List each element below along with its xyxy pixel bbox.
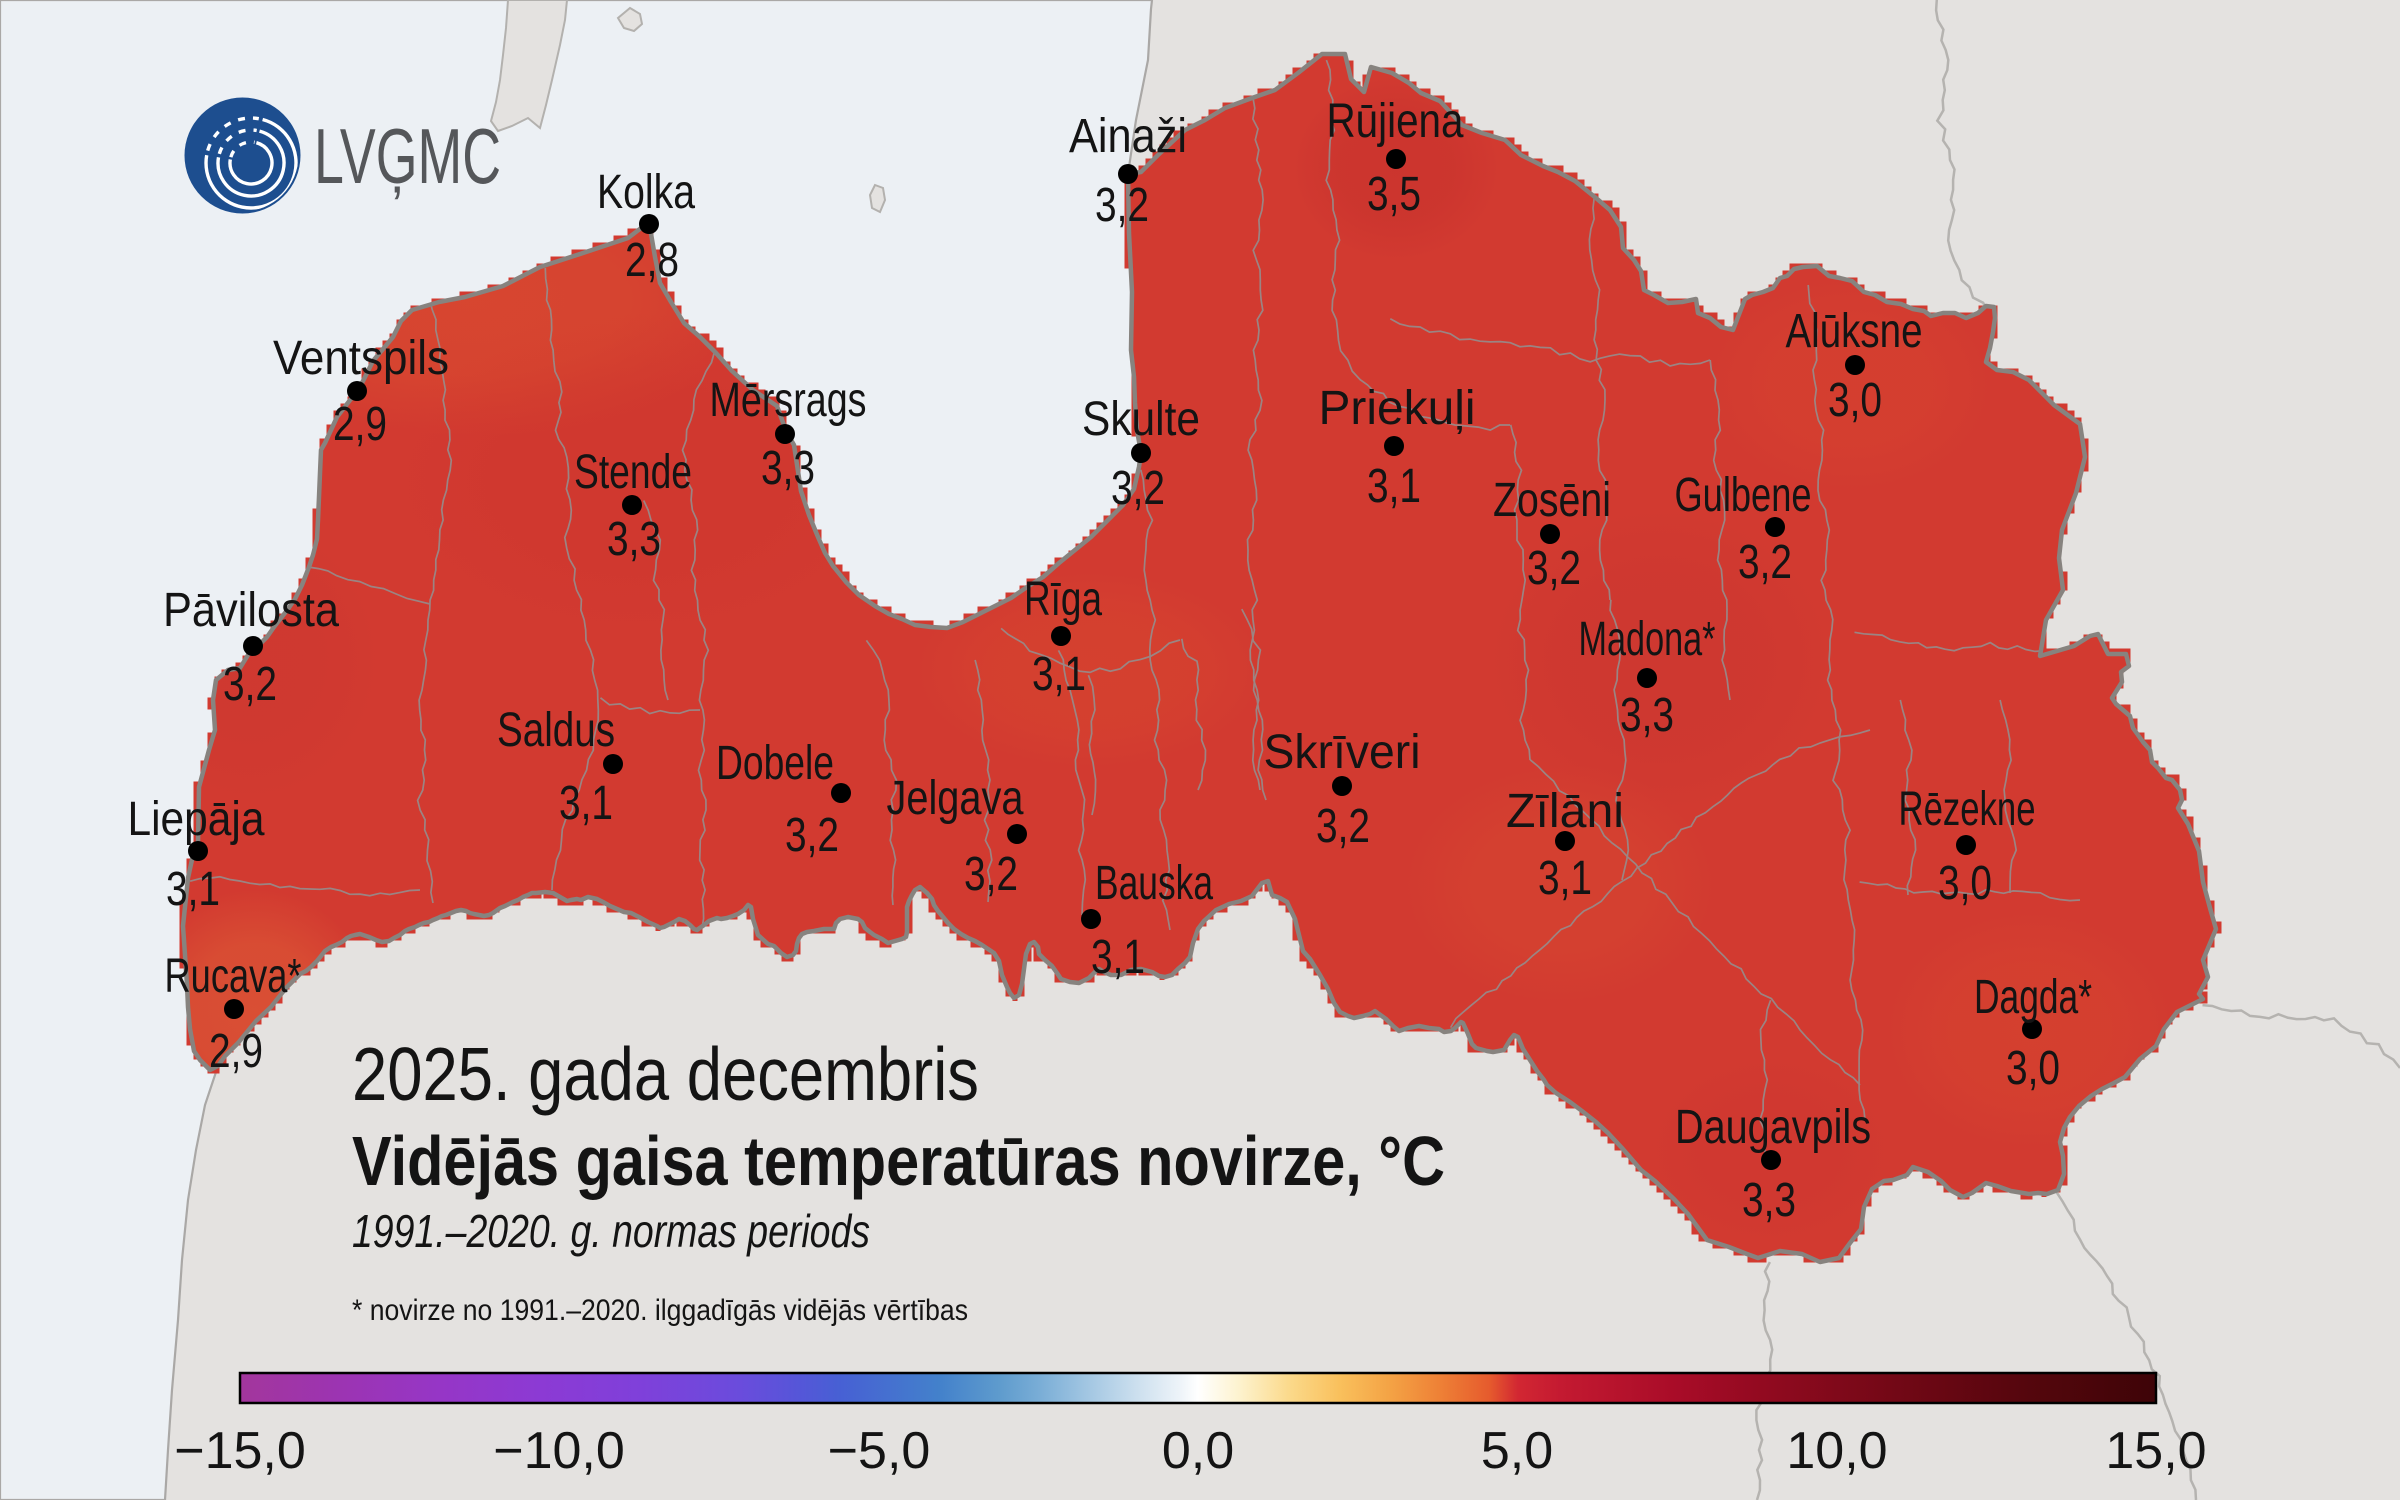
svg-text:3,0: 3,0 xyxy=(2006,1042,2060,1095)
svg-text:−10,0: −10,0 xyxy=(493,1422,625,1480)
svg-text:Ventspils: Ventspils xyxy=(273,332,449,385)
svg-text:Liepāja: Liepāja xyxy=(128,793,265,846)
svg-text:Dobele: Dobele xyxy=(716,737,834,790)
svg-text:Mērsrags: Mērsrags xyxy=(710,374,867,427)
svg-text:Bauska: Bauska xyxy=(1095,857,1213,910)
svg-text:3,1: 3,1 xyxy=(1032,648,1086,701)
svg-text:3,1: 3,1 xyxy=(1538,852,1592,905)
svg-text:Zīlāni: Zīlāni xyxy=(1506,785,1624,838)
svg-text:2,9: 2,9 xyxy=(209,1025,263,1078)
svg-text:3,2: 3,2 xyxy=(785,809,839,862)
svg-text:Gulbene: Gulbene xyxy=(1675,469,1812,522)
svg-text:Zosēni: Zosēni xyxy=(1493,474,1611,527)
svg-text:Stende: Stende xyxy=(574,446,692,499)
svg-text:Skulte: Skulte xyxy=(1082,393,1200,446)
svg-text:Daugavpils: Daugavpils xyxy=(1675,1101,1871,1154)
svg-text:5,0: 5,0 xyxy=(1481,1422,1553,1480)
svg-text:3,1: 3,1 xyxy=(1367,460,1421,513)
svg-text:15,0: 15,0 xyxy=(2105,1422,2206,1480)
svg-text:3,2: 3,2 xyxy=(1738,536,1792,589)
svg-text:3,3: 3,3 xyxy=(1742,1174,1796,1227)
svg-text:Skrīveri: Skrīveri xyxy=(1264,726,1421,779)
svg-text:Vidējās gaisa temperatūras nov: Vidējās gaisa temperatūras novirze, °C xyxy=(352,1122,1445,1200)
svg-text:2025. gada decembris: 2025. gada decembris xyxy=(352,1032,979,1116)
svg-text:3,3: 3,3 xyxy=(607,513,661,566)
svg-text:Alūksne: Alūksne xyxy=(1786,305,1923,358)
svg-text:3,5: 3,5 xyxy=(1367,168,1421,221)
svg-text:Priekuļi: Priekuļi xyxy=(1319,382,1476,435)
svg-text:3,2: 3,2 xyxy=(223,658,277,711)
svg-text:Madona*: Madona* xyxy=(1579,613,1716,666)
svg-text:−15,0: −15,0 xyxy=(174,1422,306,1480)
svg-text:3,1: 3,1 xyxy=(559,777,613,830)
svg-text:3,1: 3,1 xyxy=(1091,931,1145,984)
svg-text:2,9: 2,9 xyxy=(333,398,387,451)
svg-text:−5,0: −5,0 xyxy=(828,1422,931,1480)
svg-text:Saldus: Saldus xyxy=(497,704,615,757)
svg-text:Jelgava: Jelgava xyxy=(887,772,1024,825)
svg-text:Ainaži: Ainaži xyxy=(1069,110,1187,163)
svg-text:* novirze no 1991.–2020. ilgga: * novirze no 1991.–2020. ilggadīgās vidē… xyxy=(352,1294,968,1327)
svg-text:Rīga: Rīga xyxy=(1024,573,1102,626)
svg-text:LVĢMC: LVĢMC xyxy=(314,112,501,200)
svg-text:Rūjiena: Rūjiena xyxy=(1327,95,1464,148)
svg-text:3,2: 3,2 xyxy=(964,848,1018,901)
svg-text:0,0: 0,0 xyxy=(1162,1422,1234,1480)
svg-text:Pāvilosta: Pāvilosta xyxy=(163,584,339,637)
svg-text:3,3: 3,3 xyxy=(1620,689,1674,742)
svg-text:2,8: 2,8 xyxy=(625,234,679,287)
svg-text:Rucava*: Rucava* xyxy=(165,950,302,1003)
svg-text:3,2: 3,2 xyxy=(1316,800,1370,853)
svg-text:Rēzekne: Rēzekne xyxy=(1899,783,2036,836)
svg-text:Dagda*: Dagda* xyxy=(1974,971,2092,1024)
svg-text:3,0: 3,0 xyxy=(1938,857,1992,910)
svg-text:3,0: 3,0 xyxy=(1828,374,1882,427)
svg-text:1991.–2020. g. normas periods: 1991.–2020. g. normas periods xyxy=(352,1205,870,1257)
svg-text:10,0: 10,0 xyxy=(1786,1422,1887,1480)
svg-text:Kolka: Kolka xyxy=(597,166,695,219)
svg-text:3,1: 3,1 xyxy=(166,863,220,916)
svg-text:3,2: 3,2 xyxy=(1527,542,1581,595)
svg-text:3,2: 3,2 xyxy=(1095,179,1149,232)
svg-text:3,2: 3,2 xyxy=(1111,462,1165,515)
svg-text:3,3: 3,3 xyxy=(761,442,815,495)
